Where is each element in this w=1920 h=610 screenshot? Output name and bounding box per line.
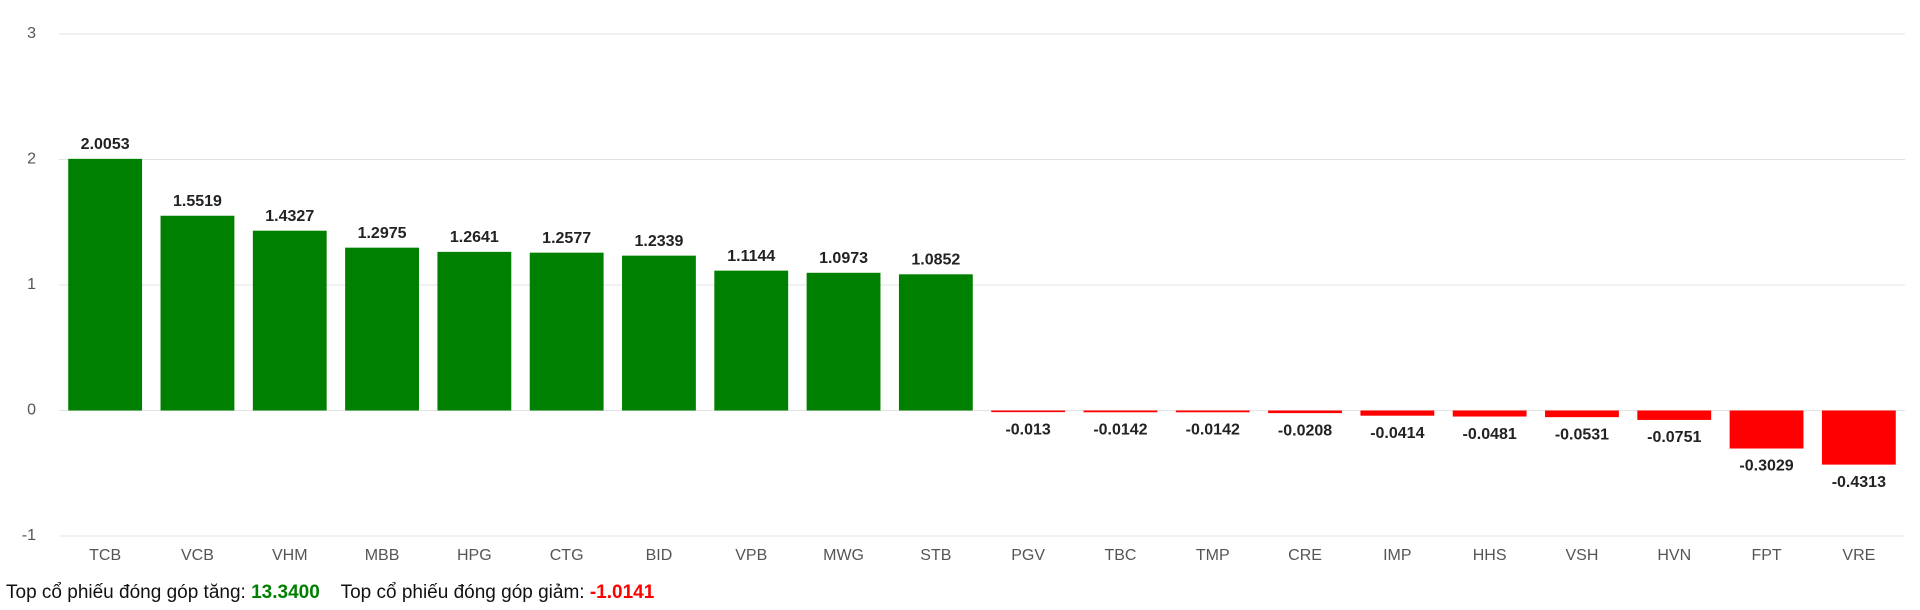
value-label: 1.2339 — [634, 233, 683, 250]
x-tick-label: VSH — [1565, 547, 1598, 564]
bar — [1821, 410, 1896, 465]
x-tick-label: TMP — [1196, 547, 1230, 564]
x-tick-label: MWG — [823, 547, 864, 564]
y-tick-label: -1 — [22, 527, 36, 544]
bar — [1545, 410, 1619, 418]
bar — [1729, 410, 1804, 449]
value-label: 1.0852 — [911, 252, 960, 269]
x-tick-label: TCB — [89, 547, 121, 564]
y-tick-label: 0 — [27, 402, 36, 419]
value-label: -0.0142 — [1093, 422, 1147, 439]
x-tick-label: PGV — [1011, 547, 1045, 564]
x-tick-label: MBB — [365, 547, 400, 564]
x-tick-label: STB — [920, 547, 951, 564]
bar — [622, 255, 696, 411]
value-label: -0.3029 — [1739, 458, 1793, 475]
gain-label: Top cổ phiếu đóng góp tăng: — [6, 582, 246, 603]
bar — [160, 215, 235, 411]
gain-value: 13.3400 — [251, 582, 320, 603]
x-tick-label: IMP — [1383, 547, 1411, 564]
value-label: -0.0481 — [1463, 426, 1517, 443]
bar — [1360, 410, 1435, 416]
x-tick-label: VHM — [272, 547, 308, 564]
x-tick-label: HPG — [457, 547, 492, 564]
bar — [898, 274, 973, 411]
value-label: -0.0751 — [1647, 429, 1701, 446]
value-label: -0.013 — [1005, 421, 1050, 438]
bar — [1083, 410, 1158, 413]
x-tick-label: CTG — [550, 547, 584, 564]
value-label: 1.2577 — [542, 230, 591, 247]
chart: -1 0 1 2 3 TCB 2.0053 VCB 1.5519 VHM 1.4327 MBB 1.29… — [22, 25, 1905, 564]
bar — [252, 230, 327, 411]
page: -1 0 1 2 3 TCB 2.0053 VCB 1.5519 VHM 1.4327 MBB 1.29… — [6, 25, 1905, 603]
loss-label: Top cổ phiếu đóng góp giảm: — [340, 582, 585, 603]
bar — [68, 158, 143, 411]
x-tick-label: HHS — [1473, 547, 1507, 564]
value-label: 1.4327 — [265, 208, 314, 225]
bar — [806, 272, 881, 411]
x-tick-label: VRE — [1842, 547, 1875, 564]
bar — [1637, 410, 1712, 420]
value-label: -0.0414 — [1370, 425, 1424, 442]
bar — [991, 410, 1066, 413]
y-tick-label: 1 — [27, 276, 36, 293]
value-label: -0.0142 — [1186, 422, 1240, 439]
bar — [1175, 410, 1250, 413]
x-tick-label: HVN — [1657, 547, 1691, 564]
value-label: -0.4313 — [1832, 474, 1886, 491]
bar — [1268, 410, 1342, 414]
value-label: -0.0208 — [1278, 422, 1332, 439]
value-label: 1.5519 — [173, 193, 222, 210]
bar — [714, 270, 789, 411]
y-tick-label: 2 — [27, 151, 36, 168]
summary: Top cổ phiếu đóng góp tăng: 13.3400 Top … — [6, 582, 654, 604]
value-label: 1.2975 — [358, 225, 407, 242]
value-label: 1.2641 — [450, 229, 499, 246]
x-tick-label: VCB — [181, 547, 214, 564]
x-tick-label: FPT — [1751, 547, 1781, 564]
x-tick-label: TBC — [1104, 547, 1136, 564]
bar — [1452, 410, 1527, 417]
x-tick-label: BID — [646, 547, 673, 564]
value-label: -0.0531 — [1555, 426, 1609, 443]
x-tick-label: CRE — [1288, 547, 1322, 564]
y-tick-label: 3 — [27, 25, 36, 42]
bar — [529, 252, 604, 411]
value-label: 1.0973 — [819, 250, 868, 267]
loss-value: -1.0141 — [589, 582, 655, 603]
bar — [345, 247, 419, 411]
value-label: 2.0053 — [81, 136, 130, 153]
bar — [437, 251, 512, 411]
x-tick-label: VPB — [735, 547, 767, 564]
value-label: 1.1144 — [727, 248, 775, 265]
